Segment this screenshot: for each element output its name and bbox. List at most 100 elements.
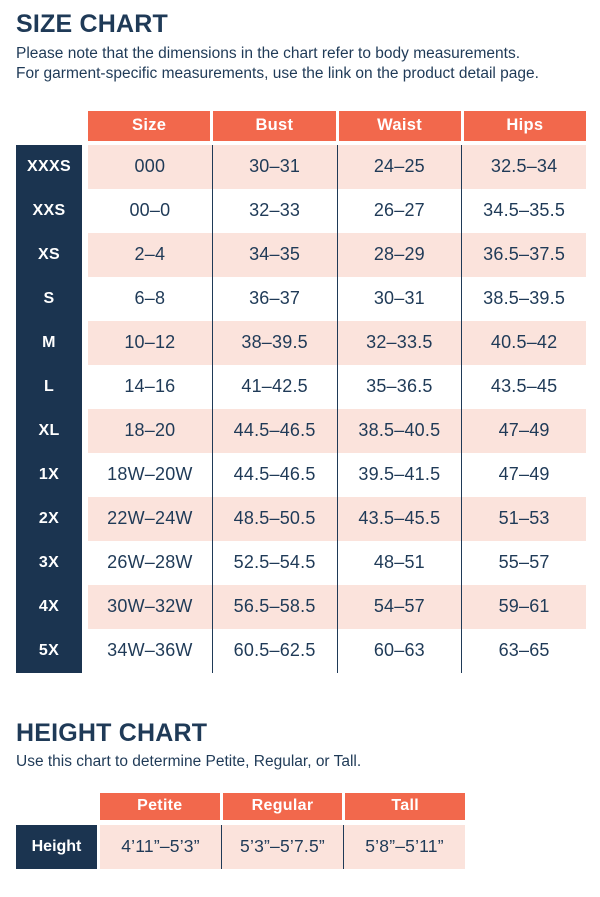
cell-bust: 44.5–46.5 [211, 452, 337, 497]
cell-height-tall: 5’8”–5’11” [343, 824, 465, 869]
cell-waist: 26–27 [336, 188, 462, 233]
row-label-m: M [42, 333, 56, 351]
column-header-size: Size [88, 110, 211, 141]
cell-hips: 34.5–35.5 [461, 188, 586, 233]
row-label-s: S [43, 289, 55, 307]
cell-size: 22W–24W [107, 508, 193, 529]
cell-size: 18W–20W [107, 464, 193, 485]
cell-waist: 39.5–41.5 [336, 452, 462, 497]
cell-waist: 43.5–45.5 [336, 496, 462, 541]
column-header-waist: Waist [335, 110, 461, 141]
table-row: 10–12 38–39.5 32–33.5 40.5–42 [88, 320, 586, 365]
height-chart-title: HEIGHT CHART [16, 718, 208, 747]
cell-size: 18–20 [124, 420, 176, 441]
row-label-xxxs: XXXS [27, 157, 71, 175]
column-header-petite: Petite [100, 792, 220, 820]
cell-bust: 52.5–54.5 [211, 540, 337, 585]
size-chart-section: SIZE CHART Please note that the dimensio… [16, 10, 586, 673]
cell-hips: 59–61 [461, 584, 586, 629]
size-guide-page: SIZE CHART Please note that the dimensio… [16, 10, 586, 869]
cell-size: 14–16 [124, 376, 176, 397]
table-row: 6–8 36–37 30–31 38.5–39.5 [88, 276, 586, 321]
cell-waist: 54–57 [336, 584, 462, 629]
cell-hips: 38.5–39.5 [461, 276, 586, 321]
cell-waist: 24–25 [336, 144, 462, 189]
row-label-4x: 4X [38, 597, 60, 615]
column-header-regular: Regular [219, 792, 343, 820]
table-row: 22W–24W 48.5–50.5 43.5–45.5 51–53 [88, 496, 586, 541]
cell-bust: 34–35 [211, 232, 337, 277]
row-label-1x: 1X [38, 465, 60, 483]
cell-size: 30W–32W [107, 596, 193, 617]
cell-hips: 47–49 [461, 408, 586, 453]
cell-height-petite: 4’11”–5’3” [121, 836, 200, 857]
size-chart-data-grid: 000 30–31 24–25 32.5–34 00–0 32–33 26–27… [88, 144, 586, 673]
cell-hips: 55–57 [461, 540, 586, 585]
cell-size: 2–4 [134, 244, 166, 265]
row-label-5x: 5X [38, 641, 60, 659]
cell-bust: 36–37 [211, 276, 337, 321]
size-chart-subtitle: Please note that the dimensions in the c… [16, 44, 586, 85]
row-label-xl: XL [38, 421, 60, 439]
row-label-l: L [43, 377, 55, 395]
table-row: 000 30–31 24–25 32.5–34 [88, 144, 586, 189]
table-row: 14–16 41–42.5 35–36.5 43.5–45 [88, 364, 586, 409]
column-header-tall: Tall [342, 792, 466, 820]
height-chart-header-row: Petite Regular Tall [100, 792, 466, 820]
row-label-xxs: XXS [32, 201, 66, 219]
table-row: 18–20 44.5–46.5 38.5–40.5 47–49 [88, 408, 586, 453]
column-header-hips: Hips [460, 110, 586, 141]
size-chart-body: XXXS XXS XS S M L XL 1X 2X 3X 4X 5X 000 [16, 144, 586, 673]
table-row: 34W–36W 60.5–62.5 60–63 63–65 [88, 628, 586, 673]
size-chart-subtitle-line1: Please note that the dimensions in the c… [16, 44, 521, 62]
height-chart-body: Height 4’11”–5’3” 5’3”–5’7.5” 5’8”–5’11” [16, 824, 465, 869]
cell-bust: 38–39.5 [211, 320, 337, 365]
height-chart-subtitle: Use this chart to determine Petite, Regu… [16, 753, 362, 771]
cell-size: 00–0 [129, 200, 171, 221]
cell-size: 26W–28W [107, 552, 193, 573]
cell-size: 6–8 [134, 288, 166, 309]
table-row: 30W–32W 56.5–58.5 54–57 59–61 [88, 584, 586, 629]
cell-waist: 35–36.5 [336, 364, 462, 409]
row-label-2x: 2X [38, 509, 60, 527]
cell-bust: 30–31 [211, 144, 337, 189]
row-label-xs: XS [38, 245, 60, 263]
cell-hips: 47–49 [461, 452, 586, 497]
height-chart-data-row: 4’11”–5’3” 5’3”–5’7.5” 5’8”–5’11” [100, 824, 465, 869]
table-row: 2–4 34–35 28–29 36.5–37.5 [88, 232, 586, 277]
cell-waist: 30–31 [336, 276, 462, 321]
row-label-height: Height [16, 824, 97, 869]
cell-hips: 63–65 [461, 628, 586, 673]
cell-waist: 38.5–40.5 [336, 408, 462, 453]
cell-waist: 60–63 [336, 628, 462, 673]
cell-size: 000 [134, 156, 166, 177]
size-chart-table: Size Bust Waist Hips XXXS XXS XS S M L X… [16, 110, 586, 673]
cell-size: 10–12 [124, 332, 176, 353]
cell-bust: 41–42.5 [211, 364, 337, 409]
cell-hips: 40.5–42 [461, 320, 586, 365]
cell-bust: 48.5–50.5 [211, 496, 337, 541]
cell-hips: 32.5–34 [461, 144, 586, 189]
column-header-bust: Bust [210, 110, 336, 141]
size-chart-subtitle-line2: For garment-specific measurements, use t… [16, 65, 539, 83]
cell-bust: 60.5–62.5 [211, 628, 337, 673]
cell-waist: 32–33.5 [336, 320, 462, 365]
height-chart-table: Petite Regular Tall Height 4’11”–5’3” 5’… [16, 792, 466, 869]
cell-hips: 43.5–45 [461, 364, 586, 409]
cell-waist: 28–29 [336, 232, 462, 277]
cell-waist: 48–51 [336, 540, 462, 585]
cell-bust: 56.5–58.5 [211, 584, 337, 629]
row-label-3x: 3X [38, 553, 60, 571]
table-row: 26W–28W 52.5–54.5 48–51 55–57 [88, 540, 586, 585]
cell-bust: 44.5–46.5 [211, 408, 337, 453]
height-chart-section: HEIGHT CHART Use this chart to determine… [16, 719, 586, 869]
size-chart-header-corner [16, 110, 88, 141]
cell-hips: 36.5–37.5 [461, 232, 586, 277]
cell-height-regular: 5’3”–5’7.5” [221, 824, 343, 869]
size-row-labels-column: XXXS XXS XS S M L XL 1X 2X 3X 4X 5X [16, 144, 82, 673]
table-row: 00–0 32–33 26–27 34.5–35.5 [88, 188, 586, 233]
cell-hips: 51–53 [461, 496, 586, 541]
table-row: 18W–20W 44.5–46.5 39.5–41.5 47–49 [88, 452, 586, 497]
size-chart-header-row: Size Bust Waist Hips [16, 110, 586, 141]
cell-size: 34W–36W [107, 640, 193, 661]
